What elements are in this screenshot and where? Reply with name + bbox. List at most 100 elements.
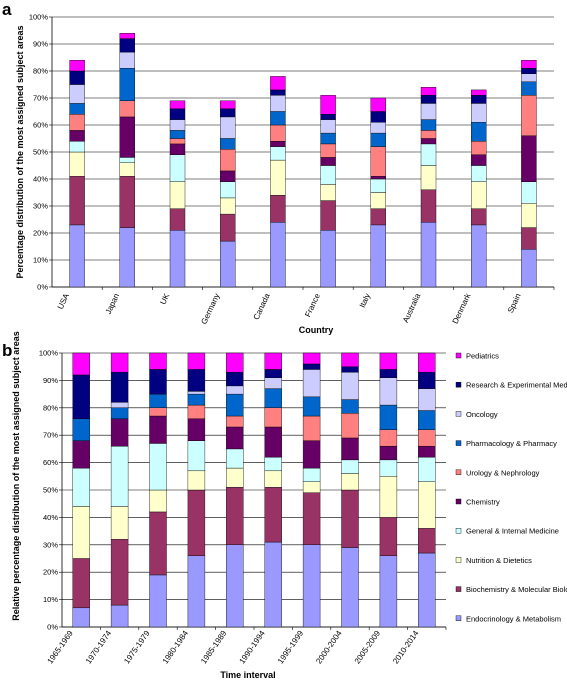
panel-a-bar-segment-9: [320, 95, 336, 115]
panel-a-bar-segment-2: [219, 197, 236, 215]
panel-b-bar-general-internal-medicine: [341, 459, 359, 474]
panel-a-y-tick-label: 40%: [33, 175, 48, 184]
panel-b-bar-nutrition-dietetics: [187, 470, 206, 491]
panel-b-bar-general-internal-medicine: [72, 467, 90, 507]
panel-b-bar-pharmacology-pharmacy: [302, 396, 321, 417]
panel-a-bar-segment-4: [69, 130, 85, 142]
panel-b-bar-pharmacology-pharmacy: [226, 393, 244, 417]
panel-a-bar-segment-6: [219, 138, 236, 150]
panel-a-bar-segment-6: [370, 132, 386, 147]
panel-b-bar-research-experimental-medicine: [341, 366, 359, 373]
legend-swatch: [455, 469, 462, 475]
panel-a-bar-segment-7: [219, 116, 236, 139]
panel-b-x-tick-label: 2010-2014: [391, 629, 421, 666]
panel-a-bar-segment-8: [471, 95, 487, 104]
panel-b-bar-research-experimental-medicine: [302, 363, 321, 370]
panel-a-x-tick-label: Spain: [506, 292, 523, 314]
panel-a-bar-segment-0: [219, 240, 236, 288]
panel-a-x-tick-label: Italy: [358, 292, 372, 309]
panel-b-bar-endocrinology-metabolism: [226, 544, 244, 628]
panel-b-bar-biochemistry-molecular-biology: [226, 487, 244, 546]
panel-a-bar-segment-1: [370, 208, 386, 226]
panel-b-bar-biochemistry-molecular-biology: [72, 558, 90, 609]
panel-b-x-tick-label: 1985-1989: [199, 629, 229, 666]
panel-b-bar-general-internal-medicine: [226, 448, 244, 469]
panel-a-bar-segment-7: [320, 119, 336, 134]
panel-a-bar-segment-0: [169, 230, 186, 288]
panel-b-bar-chemistry: [341, 437, 359, 461]
panel-a-bar-segment-0: [119, 227, 136, 288]
panel-b-bar-urology-nephrology: [341, 413, 359, 439]
legend-label: Pediatrics: [466, 352, 499, 361]
panel-b-bar-biochemistry-molecular-biology: [379, 517, 398, 556]
panel-a-bar-segment-7: [69, 84, 85, 104]
panel-label-a: a: [2, 0, 12, 19]
panel-a-y-tick-label: 80%: [33, 67, 48, 76]
panel-b-x-tick-label: 1990-1994: [238, 629, 268, 666]
legend-swatch: [455, 382, 462, 388]
panel-b-bar-chemistry: [149, 415, 167, 444]
panel-b-bar-biochemistry-molecular-biology: [149, 511, 167, 576]
panel-a-bar-segment-9: [69, 60, 85, 72]
panel-a-bar-segment-2: [169, 181, 186, 209]
legend-label: Research & Experimental Medicine: [466, 381, 567, 390]
panel-a-bar-segment-3: [471, 165, 487, 182]
legend-label: Urology & Nephrology: [466, 468, 540, 477]
panel-a-y-tick-label: 10%: [33, 256, 48, 265]
panel-a-bar-segment-7: [420, 103, 437, 120]
panel-b-y-tick-label: 50%: [43, 486, 58, 495]
panel-a-y-tick-label: 50%: [33, 148, 48, 157]
panel-a-bar-segment-8: [320, 113, 336, 120]
panel-a-bar-segment-8: [219, 108, 236, 118]
legend-label: Chemistry: [466, 498, 500, 507]
panel-a-bar-segment-5: [370, 146, 386, 177]
panel-b-y-tick-label: 100%: [39, 349, 59, 358]
panel-b-bar-nutrition-dietetics: [418, 481, 436, 529]
panel-a-bar-segment-4: [169, 143, 186, 155]
panel-b-bar-urology-nephrology: [379, 429, 398, 447]
panel-b-bar-chemistry: [418, 445, 436, 458]
panel-a-bar-segment-9: [119, 33, 136, 39]
panel-b-bar-urology-nephrology: [187, 404, 206, 419]
panel-a-bar-segment-6: [119, 68, 136, 101]
panel-b-bar-general-internal-medicine: [302, 467, 321, 482]
panel-b-bar-pediatrics: [226, 352, 244, 373]
panel-a-y-tick-label: 90%: [33, 40, 48, 49]
panel-b-x-axis-title: Time interval: [220, 670, 275, 680]
panel-b-bar-general-internal-medicine: [110, 445, 129, 507]
panel-a-bar-segment-8: [69, 70, 85, 85]
panel-a-bar-segment-6: [320, 132, 336, 145]
panel-a-bar-segment-7: [370, 122, 386, 134]
panel-a-bar-segment-7: [471, 103, 487, 123]
panel-a-bar-segment-5: [169, 138, 186, 145]
panel-a-bar-segment-5: [420, 130, 437, 139]
panel-a-bar-segment-1: [119, 176, 136, 228]
panel-b-bar-oncology: [187, 391, 206, 395]
panel-b-bar-oncology: [110, 402, 129, 409]
panel-a-bar-segment-5: [219, 149, 236, 172]
panel-b-bar-pediatrics: [72, 352, 90, 376]
panel-a-x-tick-label: USA: [56, 291, 71, 310]
panel-b-x-tick-label: 1970-1974: [84, 629, 114, 666]
panel-a-bar-segment-4: [521, 135, 537, 182]
panel-b-y-tick-label: 80%: [43, 403, 58, 412]
panel-a-bar-segment-4: [320, 157, 336, 166]
legend-swatch: [455, 528, 462, 534]
panel-a-bar-segment-5: [119, 100, 136, 118]
panel-a-y-tick-label: 20%: [33, 229, 48, 238]
panel-a-x-tick-label: Japan: [104, 292, 121, 316]
panel-a-bar-segment-0: [521, 248, 537, 288]
panel-a-bar-segment-5: [69, 113, 85, 131]
panel-a-bar-segment-1: [471, 208, 487, 226]
panel-a-bar-segment-3: [521, 181, 537, 204]
panel-b-bar-research-experimental-medicine: [72, 374, 90, 419]
panel-a-x-tick-label: Denmark: [451, 291, 473, 325]
panel-b-y-tick-label: 30%: [43, 540, 58, 549]
panel-b-y-tick-label: 10%: [43, 595, 58, 604]
panel-b-bar-pediatrics: [264, 352, 282, 370]
panel-b-bar-pharmacology-pharmacy: [187, 393, 206, 406]
panel-a-bar-segment-3: [169, 154, 186, 182]
panel-a-x-tick-label: Australia: [401, 292, 423, 325]
panel-a-bar-segment-1: [270, 194, 286, 223]
panel-b-bar-general-internal-medicine: [379, 459, 398, 477]
